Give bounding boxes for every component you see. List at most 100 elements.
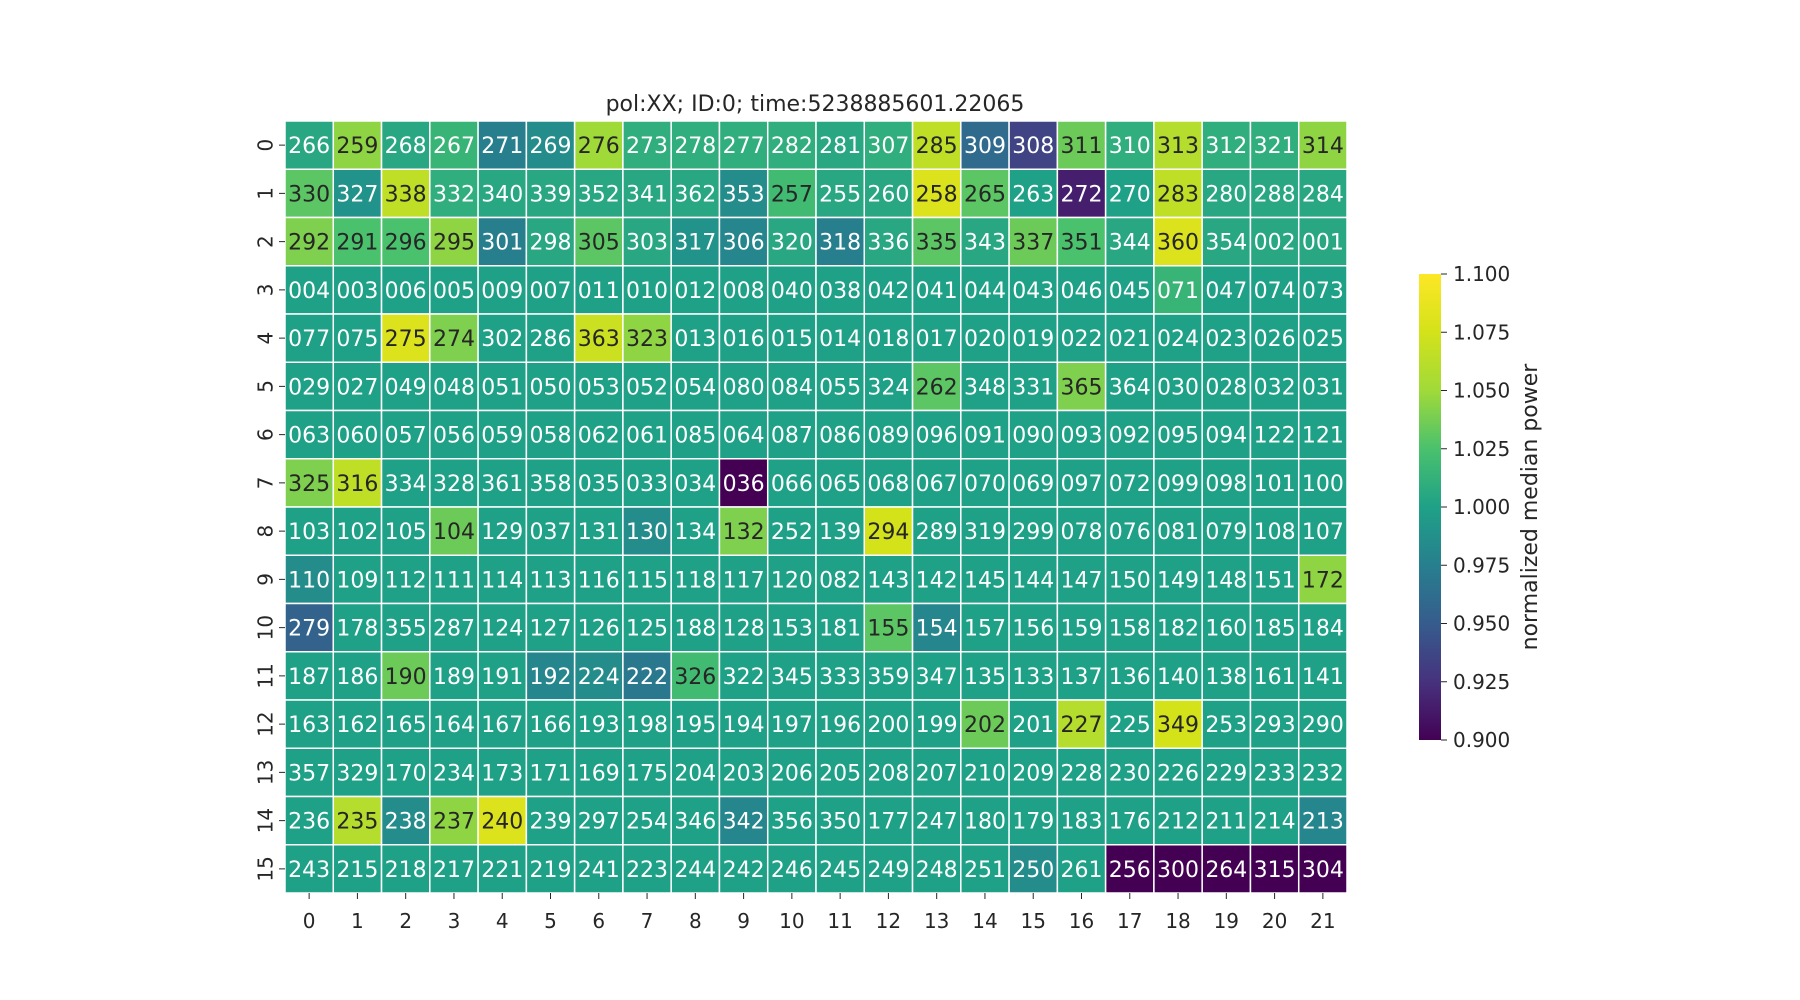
- heatmap-cell: [1056, 506, 1107, 556]
- heatmap-cell: [911, 554, 962, 605]
- heatmap-cell: [1104, 409, 1155, 460]
- heatmap-cell: [815, 265, 866, 315]
- heatmap-cell: [380, 313, 431, 363]
- cell-label: 213: [1302, 810, 1344, 835]
- heatmap-cell: [960, 844, 1010, 894]
- cell-label: 338: [385, 182, 427, 207]
- cell-label: 045: [1109, 279, 1151, 304]
- colorbar-tick-label: 0.900: [1453, 728, 1510, 752]
- heatmap-cell: [525, 506, 576, 556]
- heatmap-cell: [525, 602, 576, 653]
- cell-label: 273: [626, 134, 668, 159]
- cell-label: 256: [1109, 858, 1151, 883]
- heatmap-cell: [1249, 795, 1300, 846]
- cell-label: 017: [916, 327, 958, 352]
- heatmap-cell: [718, 747, 769, 798]
- cell-label: 044: [964, 279, 1006, 304]
- cell-label: 209: [1012, 761, 1054, 786]
- cell-label: 003: [336, 279, 378, 304]
- heatmap-cell: [1056, 409, 1107, 460]
- cell-label: 100: [1302, 472, 1344, 497]
- cell-label: 281: [819, 134, 861, 159]
- cell-label: 111: [433, 568, 475, 593]
- cell-label: 019: [1012, 327, 1054, 352]
- x-tick-label: 16: [1069, 909, 1094, 933]
- cell-label: 342: [723, 810, 765, 835]
- cell-label: 139: [819, 520, 861, 545]
- heatmap-cell: [332, 747, 383, 798]
- x-tick-label: 17: [1117, 909, 1142, 933]
- cell-label: 248: [916, 858, 958, 883]
- cell-label: 223: [626, 858, 668, 883]
- cell-label: 221: [481, 858, 523, 883]
- y-tick-label: 7: [254, 477, 278, 490]
- heatmap-cell: [622, 795, 672, 846]
- heatmap-cell: [960, 313, 1010, 363]
- cell-label: 331: [1012, 375, 1054, 400]
- cell-label: 202: [964, 713, 1006, 738]
- cell-label: 143: [867, 568, 909, 593]
- heatmap-cell: [1153, 651, 1203, 701]
- cell-label: 292: [288, 231, 330, 256]
- colorbar-tick-label: 1.025: [1453, 437, 1510, 461]
- heatmap-cell: [1249, 651, 1300, 701]
- cell-label: 018: [867, 327, 909, 352]
- colorbar-label: normalized median power: [1518, 363, 1543, 651]
- y-tick-label: 1: [254, 187, 278, 200]
- cell-label: 171: [530, 761, 572, 786]
- heatmap-cell: [1056, 216, 1107, 267]
- heatmap-cell: [477, 602, 528, 653]
- cell-label: 054: [674, 375, 716, 400]
- heatmap-cell: [1104, 651, 1155, 701]
- cell-label: 087: [771, 424, 813, 449]
- cell-label: 033: [626, 472, 668, 497]
- heatmap-cell: [573, 795, 624, 846]
- cell-label: 263: [1012, 182, 1054, 207]
- colorbar-tick-label: 0.925: [1453, 670, 1510, 694]
- cell-label: 179: [1012, 810, 1054, 835]
- cell-label: 230: [1109, 761, 1151, 786]
- cell-label: 016: [723, 327, 765, 352]
- heatmap-cell: [1201, 554, 1252, 605]
- cell-label: 092: [1109, 424, 1151, 449]
- cell-label: 180: [964, 810, 1006, 835]
- cell-label: 275: [385, 327, 427, 352]
- cell-label: 337: [1012, 231, 1054, 256]
- cell-label: 169: [578, 761, 620, 786]
- y-tick-label: 10: [254, 615, 278, 640]
- cell-label: 099: [1157, 472, 1199, 497]
- y-tick-label: 0: [254, 139, 278, 152]
- heatmap-cell: [1201, 506, 1252, 556]
- cell-label: 260: [867, 182, 909, 207]
- cell-label: 285: [916, 134, 958, 159]
- cell-label: 166: [530, 713, 572, 738]
- cell-label: 295: [433, 231, 475, 256]
- cell-label: 277: [723, 134, 765, 159]
- cell-label: 284: [1302, 182, 1344, 207]
- x-tick-label: 15: [1021, 909, 1046, 933]
- heatmap-cell: [1008, 651, 1059, 701]
- x-tick-label: 5: [544, 909, 557, 933]
- cell-label: 151: [1254, 568, 1296, 593]
- cell-label: 135: [964, 665, 1006, 690]
- cell-label: 185: [1254, 617, 1296, 642]
- heatmap-cell: [573, 602, 624, 653]
- cell-label: 348: [964, 375, 1006, 400]
- cell-label: 014: [819, 327, 861, 352]
- cell-label: 297: [578, 810, 620, 835]
- x-tick-label: 9: [737, 909, 750, 933]
- heatmap-cell: [1056, 120, 1107, 170]
- heatmap-cell: [670, 602, 721, 653]
- cell-label: 020: [964, 327, 1006, 352]
- heatmap-cell: [911, 313, 962, 363]
- heatmap-cell: [1153, 602, 1203, 653]
- cell-label: 107: [1302, 520, 1344, 545]
- heatmap-cell: [1104, 554, 1155, 605]
- heatmap-cell: [1008, 747, 1059, 798]
- cell-label: 219: [530, 858, 572, 883]
- cell-label: 189: [433, 665, 475, 690]
- cell-label: 259: [336, 134, 378, 159]
- cell-label: 365: [1061, 375, 1103, 400]
- cell-label: 172: [1302, 568, 1344, 593]
- cell-label: 326: [674, 665, 716, 690]
